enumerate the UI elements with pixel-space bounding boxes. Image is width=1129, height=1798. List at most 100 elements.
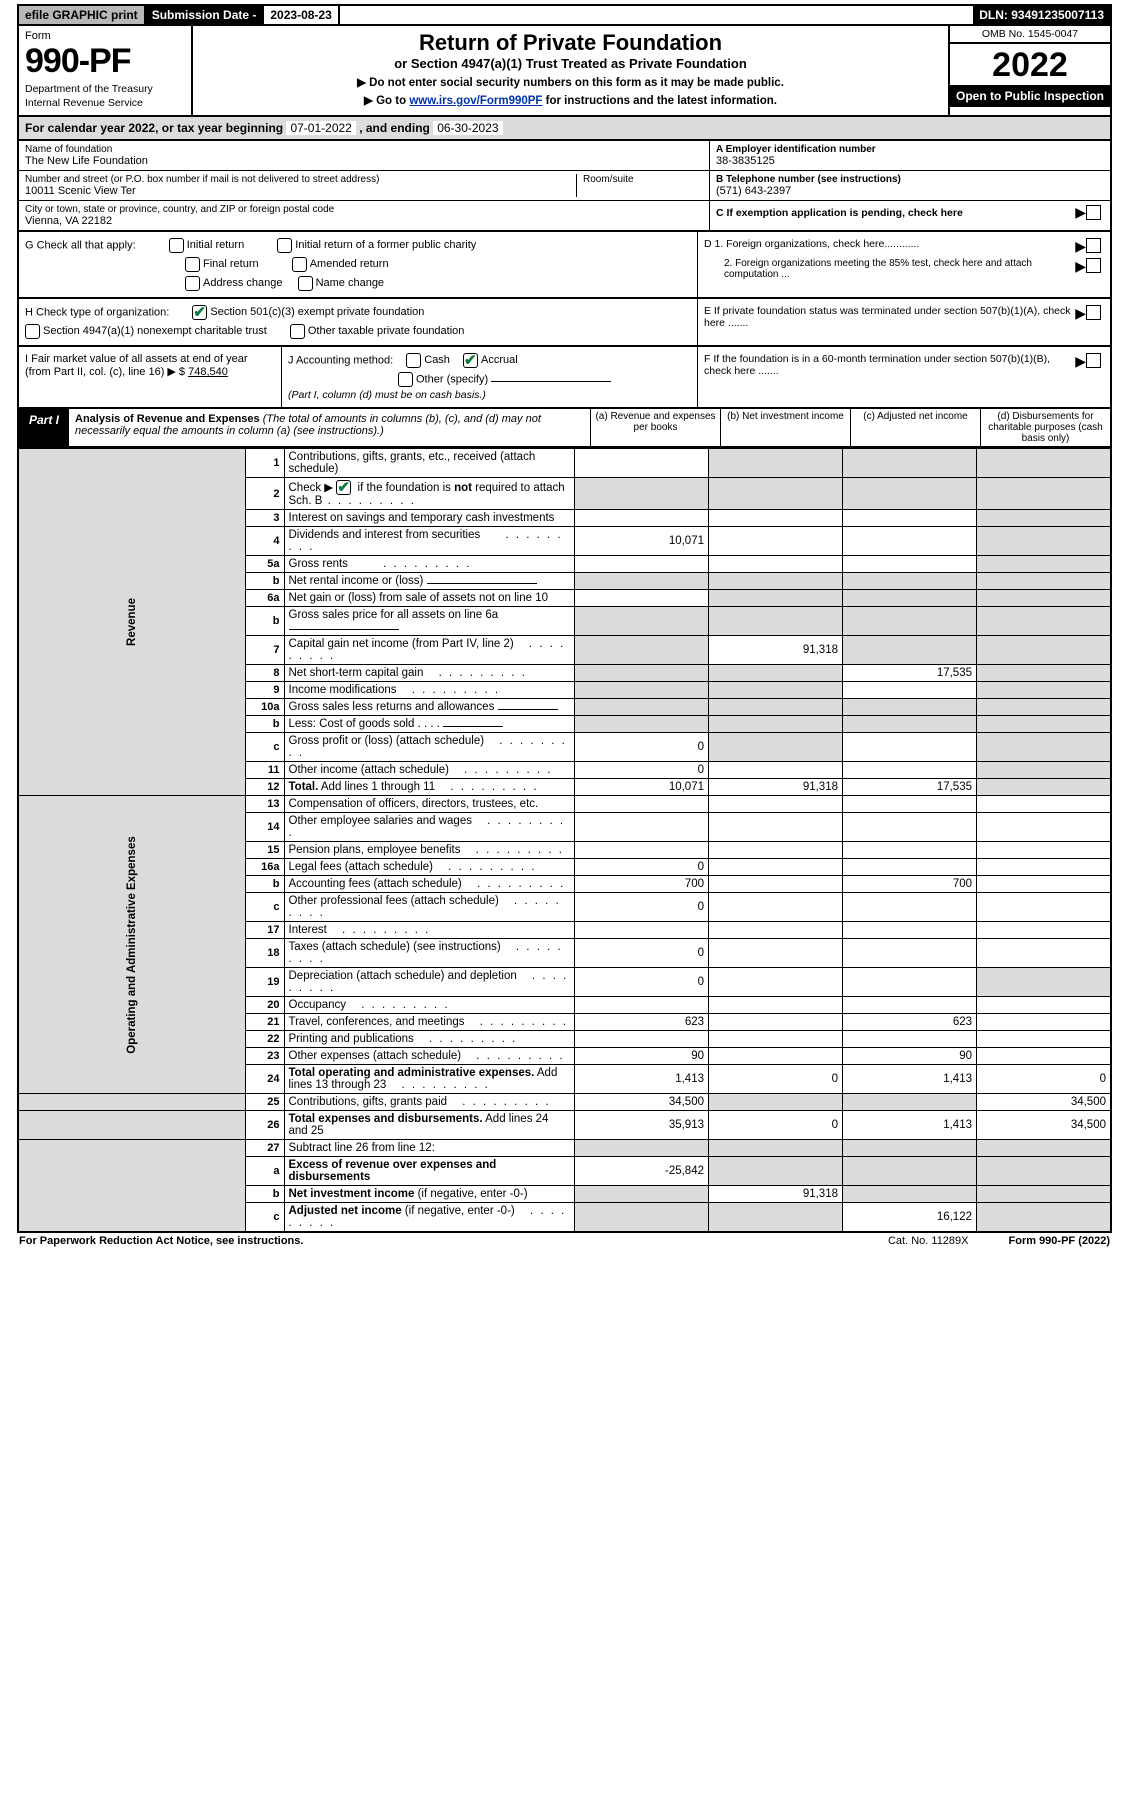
line-desc: Pension plans, employee benefits bbox=[284, 842, 575, 859]
line-num: 20 bbox=[245, 997, 284, 1014]
e-label: E If private foundation status was termi… bbox=[704, 305, 1075, 329]
line-num: 16a bbox=[245, 859, 284, 876]
header-left: Form 990-PF Department of the Treasury I… bbox=[19, 26, 193, 115]
line-desc: Interest bbox=[284, 922, 575, 939]
name-label: Name of foundation bbox=[25, 144, 703, 155]
line-desc: Other professional fees (attach schedule… bbox=[284, 893, 575, 922]
h-e-row: H Check type of organization: Section 50… bbox=[17, 299, 1112, 347]
4947-checkbox[interactable] bbox=[25, 324, 40, 339]
telephone: (571) 643-2397 bbox=[716, 185, 1104, 197]
f-block: F If the foundation is in a 60-month ter… bbox=[697, 347, 1110, 407]
arrow-icon: ▶ bbox=[1075, 305, 1086, 329]
cat-number: Cat. No. 11289X bbox=[888, 1235, 969, 1247]
cell-value: 34,500 bbox=[977, 1094, 1112, 1111]
cell-value: 0 bbox=[575, 859, 709, 876]
part-1-title: Analysis of Revenue and Expenses bbox=[75, 413, 260, 425]
cell-value: 34,500 bbox=[575, 1094, 709, 1111]
ein-value: 38-3835125 bbox=[716, 155, 1104, 167]
line-desc: Gross sales price for all assets on line… bbox=[284, 607, 575, 636]
city-row: City or town, state or province, country… bbox=[19, 201, 709, 230]
part-1-header: Part I Analysis of Revenue and Expenses … bbox=[17, 409, 1112, 448]
line-desc: Excess of revenue over expenses and disb… bbox=[284, 1157, 575, 1186]
e-block: E If private foundation status was termi… bbox=[697, 299, 1110, 345]
table-row: Operating and Administrative Expenses 13… bbox=[18, 796, 1111, 813]
form990pf-link[interactable]: www.irs.gov/Form990PF bbox=[409, 95, 542, 107]
g-opt-2: Initial return of a former public charit… bbox=[295, 239, 476, 251]
line-desc: Interest on savings and temporary cash i… bbox=[284, 510, 575, 527]
other-method-checkbox[interactable] bbox=[398, 372, 413, 387]
h-opt-3: Other taxable private foundation bbox=[308, 325, 465, 337]
line-num: 21 bbox=[245, 1014, 284, 1031]
final-return-checkbox[interactable] bbox=[185, 257, 200, 272]
501c3-checkbox[interactable] bbox=[192, 305, 207, 320]
other-taxable-checkbox[interactable] bbox=[290, 324, 305, 339]
cell-value: 16,122 bbox=[843, 1203, 977, 1233]
form-header: Form 990-PF Department of the Treasury I… bbox=[17, 26, 1112, 117]
part-1-label: Part I bbox=[19, 409, 69, 446]
name-change-checkbox[interactable] bbox=[298, 276, 313, 291]
amended-return-checkbox[interactable] bbox=[292, 257, 307, 272]
line-num: 7 bbox=[245, 636, 284, 665]
line-desc: Total operating and administrative expen… bbox=[284, 1065, 575, 1094]
form-note-1: ▶ Do not enter social security numbers o… bbox=[203, 75, 938, 89]
line-desc: Occupancy bbox=[284, 997, 575, 1014]
cell-value: 0 bbox=[575, 939, 709, 968]
header-mid: Return of Private Foundation or Section … bbox=[193, 26, 948, 115]
accrual-checkbox[interactable] bbox=[463, 353, 478, 368]
cal-text2: , and ending bbox=[359, 121, 433, 135]
d1-checkbox[interactable] bbox=[1086, 238, 1101, 253]
line-num: 6a bbox=[245, 590, 284, 607]
line-desc: Income modifications bbox=[284, 682, 575, 699]
cell-value: 0 bbox=[977, 1065, 1112, 1094]
line-desc: Check ▶ if the foundation is not require… bbox=[284, 478, 575, 510]
c-label: C If exemption application is pending, c… bbox=[716, 207, 1075, 219]
j-note: (Part I, column (d) must be on cash basi… bbox=[288, 389, 691, 401]
efile-label[interactable]: efile GRAPHIC print bbox=[19, 6, 146, 24]
d1-label: D 1. Foreign organizations, check here..… bbox=[704, 238, 1075, 255]
col-b-header: (b) Net investment income bbox=[720, 409, 850, 446]
page-footer: For Paperwork Reduction Act Notice, see … bbox=[17, 1233, 1112, 1249]
cell-value: 17,535 bbox=[843, 665, 977, 682]
line-desc: Adjusted net income (if negative, enter … bbox=[284, 1203, 575, 1233]
header-right: OMB No. 1545-0047 2022 Open to Public In… bbox=[948, 26, 1110, 115]
line-num: 8 bbox=[245, 665, 284, 682]
line-num: 25 bbox=[245, 1094, 284, 1111]
line-num: 15 bbox=[245, 842, 284, 859]
f-checkbox[interactable] bbox=[1086, 353, 1101, 368]
line-desc: Gross rents bbox=[284, 556, 575, 573]
form-title: Return of Private Foundation bbox=[203, 30, 938, 56]
line-desc: Legal fees (attach schedule) bbox=[284, 859, 575, 876]
initial-return-checkbox[interactable] bbox=[169, 238, 184, 253]
cal-text1: For calendar year 2022, or tax year begi… bbox=[25, 121, 286, 135]
line-num: 12 bbox=[245, 779, 284, 796]
line-num: b bbox=[245, 716, 284, 733]
cell-value: 90 bbox=[843, 1048, 977, 1065]
line-num: 18 bbox=[245, 939, 284, 968]
cash-checkbox[interactable] bbox=[406, 353, 421, 368]
col-d-header: (d) Disbursements for charitable purpose… bbox=[980, 409, 1110, 446]
cell-value: 17,535 bbox=[843, 779, 977, 796]
h-label: H Check type of organization: bbox=[25, 306, 169, 318]
address-change-checkbox[interactable] bbox=[185, 276, 200, 291]
initial-public-checkbox[interactable] bbox=[277, 238, 292, 253]
line-desc: Dividends and interest from securities bbox=[284, 527, 575, 556]
sch-b-checkbox[interactable] bbox=[336, 480, 351, 495]
addr-row: Number and street (or P.O. box number if… bbox=[19, 171, 709, 201]
line-desc: Gross sales less returns and allowances bbox=[284, 699, 575, 716]
dept-irs: Internal Revenue Service bbox=[25, 97, 185, 109]
id-left: Name of foundation The New Life Foundati… bbox=[19, 141, 709, 230]
line-num: 2 bbox=[245, 478, 284, 510]
cell-value: 90 bbox=[575, 1048, 709, 1065]
line-desc: Printing and publications bbox=[284, 1031, 575, 1048]
col-c-header: (c) Adjusted net income bbox=[850, 409, 980, 446]
c-row: C If exemption application is pending, c… bbox=[710, 201, 1110, 224]
line-num: 26 bbox=[245, 1111, 284, 1140]
line-num: b bbox=[245, 1186, 284, 1203]
line-desc: Total expenses and disbursements. Add li… bbox=[284, 1111, 575, 1140]
identity-block: Name of foundation The New Life Foundati… bbox=[17, 141, 1112, 232]
calendar-year-row: For calendar year 2022, or tax year begi… bbox=[17, 117, 1112, 141]
form-subtitle: or Section 4947(a)(1) Trust Treated as P… bbox=[203, 56, 938, 71]
c-checkbox[interactable] bbox=[1086, 205, 1101, 220]
e-checkbox[interactable] bbox=[1086, 305, 1101, 320]
d2-checkbox[interactable] bbox=[1086, 258, 1101, 273]
